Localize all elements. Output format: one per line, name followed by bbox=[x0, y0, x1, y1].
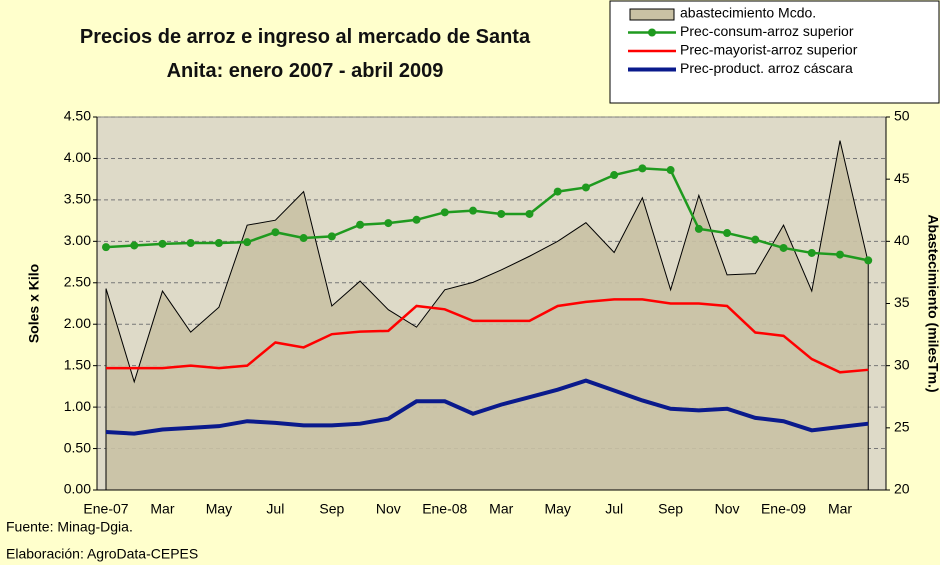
legend-label: Prec-product. arroz cáscara bbox=[680, 60, 853, 76]
point-marker bbox=[215, 239, 223, 247]
chart-title: Precios de arroz e ingreso al mercado de… bbox=[55, 20, 555, 88]
y2-tick-label: 20 bbox=[894, 481, 910, 497]
y2-tick-label: 50 bbox=[894, 108, 910, 124]
legend-label: abastecimiento Mcdo. bbox=[680, 5, 816, 21]
point-marker bbox=[243, 238, 251, 246]
y-tick-label: 1.00 bbox=[64, 398, 91, 414]
x-tick-label: Ene-08 bbox=[422, 501, 467, 517]
x-tick-label: May bbox=[206, 501, 232, 517]
y2-tick-label: 35 bbox=[894, 294, 910, 310]
y2-axis-label: Abastecimiento (milesTm.) bbox=[925, 214, 940, 392]
x-tick-label: Nov bbox=[715, 501, 740, 517]
point-marker bbox=[497, 210, 505, 218]
point-marker bbox=[469, 207, 477, 215]
x-tick-label: Mar bbox=[489, 501, 513, 517]
x-tick-label: Jul bbox=[266, 501, 284, 517]
y-tick-label: 0.00 bbox=[64, 481, 91, 497]
point-marker bbox=[582, 183, 590, 191]
y-tick-label: 4.50 bbox=[64, 108, 91, 124]
x-tick-label: Mar bbox=[828, 501, 852, 517]
y-tick-label: 4.00 bbox=[64, 149, 91, 165]
y-tick-label: 2.50 bbox=[64, 273, 91, 289]
x-tick-label: Ene-07 bbox=[83, 501, 128, 517]
y-tick-label: 1.50 bbox=[64, 356, 91, 372]
x-tick-label: Sep bbox=[319, 501, 344, 517]
point-marker bbox=[158, 240, 166, 248]
point-marker bbox=[723, 229, 731, 237]
y2-tick-label: 45 bbox=[894, 170, 910, 186]
point-marker bbox=[695, 225, 703, 233]
legend-label: Prec-mayorist-arroz superior bbox=[680, 42, 858, 58]
point-marker bbox=[554, 188, 562, 196]
point-marker bbox=[102, 243, 110, 251]
x-tick-label: Jul bbox=[605, 501, 623, 517]
y-tick-label: 2.00 bbox=[64, 315, 91, 331]
y-tick-label: 3.00 bbox=[64, 232, 91, 248]
point-marker bbox=[328, 232, 336, 240]
legend-label: Prec-consum-arroz superior bbox=[680, 23, 854, 39]
point-marker bbox=[667, 166, 675, 174]
x-tick-label: Nov bbox=[376, 501, 401, 517]
point-marker bbox=[413, 216, 421, 224]
x-tick-label: Mar bbox=[150, 501, 174, 517]
y2-tick-label: 30 bbox=[894, 356, 910, 372]
point-marker bbox=[780, 244, 788, 252]
legend-swatch bbox=[630, 9, 674, 20]
y-tick-label: 3.50 bbox=[64, 191, 91, 207]
x-tick-label: Ene-09 bbox=[761, 501, 806, 517]
point-marker bbox=[525, 210, 533, 218]
point-marker bbox=[610, 171, 618, 179]
point-marker bbox=[356, 221, 364, 229]
x-tick-label: May bbox=[544, 501, 570, 517]
point-marker bbox=[638, 164, 646, 172]
y2-tick-label: 40 bbox=[894, 232, 910, 248]
point-marker bbox=[187, 239, 195, 247]
point-marker bbox=[808, 249, 816, 257]
footnote: Elaboración: AgroData-CEPES bbox=[6, 546, 198, 562]
point-marker bbox=[130, 241, 138, 249]
page: 0.00 0.50 1.00 1.50 2.00 2.50 3.00 3.50 4.00 4.50… bbox=[0, 0, 940, 565]
footnote: Fuente: Minag-Dgia. bbox=[6, 519, 133, 535]
point-marker bbox=[271, 228, 279, 236]
x-tick-label: Sep bbox=[658, 501, 683, 517]
y-tick-label: 0.50 bbox=[64, 439, 91, 455]
point-marker bbox=[864, 256, 872, 264]
point-marker bbox=[836, 251, 844, 259]
y2-tick-label: 25 bbox=[894, 419, 910, 435]
point-marker bbox=[384, 219, 392, 227]
y-axis-label: Soles x Kilo bbox=[26, 264, 42, 343]
legend-marker bbox=[648, 29, 656, 37]
point-marker bbox=[441, 208, 449, 216]
point-marker bbox=[751, 236, 759, 244]
point-marker bbox=[300, 234, 308, 242]
